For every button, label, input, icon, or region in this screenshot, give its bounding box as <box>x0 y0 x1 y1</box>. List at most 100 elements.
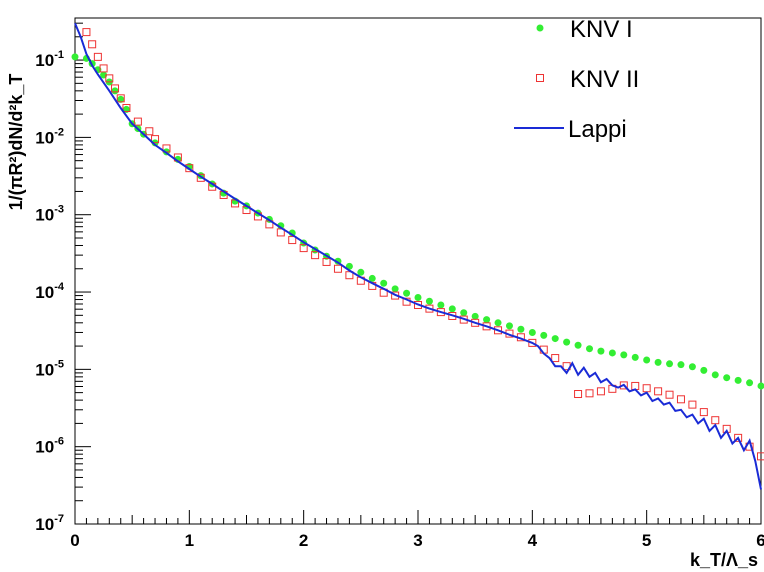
data-point-knv-ii <box>93 52 102 61</box>
data-point-knv-ii <box>276 228 285 237</box>
y-tick-label: 10-5 <box>35 358 64 379</box>
data-point-knv-ii <box>585 389 594 398</box>
data-point-knv-i <box>620 351 628 359</box>
series-line-lappi <box>74 22 762 490</box>
data-point-knv-i <box>563 338 571 346</box>
data-point-knv-i <box>643 356 651 364</box>
x-tick-label: 1 <box>185 531 194 550</box>
data-point-knv-ii <box>151 135 160 144</box>
data-point-knv-ii <box>482 322 491 331</box>
x-tick-label: 0 <box>70 531 79 550</box>
y-tick-label: 10-4 <box>35 281 65 302</box>
data-point-knv-i <box>666 360 674 368</box>
data-point-knv-i <box>71 53 79 61</box>
data-point-knv-ii <box>699 408 708 417</box>
series-lappi <box>74 22 762 490</box>
y-tick-label: 10-7 <box>35 513 64 534</box>
x-tick-label: 6 <box>756 531 764 550</box>
data-point-knv-ii <box>82 28 91 37</box>
data-point-knv-i <box>734 376 742 384</box>
data-point-knv-ii <box>676 395 685 404</box>
x-axis: 0 1 2 3 4 5 6 <box>70 510 764 550</box>
legend-marker-square <box>536 74 544 82</box>
data-point-knv-ii <box>333 264 342 273</box>
data-point-knv-ii <box>133 117 142 126</box>
y-tick-label: 10-1 <box>35 49 64 70</box>
data-point-knv-ii <box>665 390 674 399</box>
data-point-knv-i <box>357 268 365 276</box>
data-point-knv-i <box>517 325 525 333</box>
data-point-knv-ii <box>494 326 503 335</box>
x-tick-label: 2 <box>299 531 308 550</box>
series-layer <box>71 22 764 490</box>
series-knv-ii <box>82 28 764 461</box>
data-point-knv-i <box>391 285 399 293</box>
series-knv-i <box>71 53 764 390</box>
x-tick-label: 4 <box>528 531 538 550</box>
data-point-knv-i <box>608 349 616 357</box>
data-point-knv-ii <box>711 416 720 425</box>
data-point-knv-i <box>757 382 764 390</box>
data-point-knv-ii <box>311 251 320 260</box>
data-point-knv-ii <box>322 257 331 266</box>
plot-frame <box>74 17 762 525</box>
data-point-knv-i <box>437 301 445 309</box>
data-point-knv-ii <box>288 236 297 245</box>
data-point-knv-ii <box>116 94 125 103</box>
legend-label: KNV II <box>570 66 639 93</box>
data-point-knv-i <box>111 87 119 95</box>
x-tick-label: 5 <box>642 531 651 550</box>
data-point-knv-i <box>471 312 479 320</box>
data-point-knv-ii <box>145 127 154 136</box>
data-point-knv-i <box>711 371 719 379</box>
data-point-knv-ii <box>471 318 480 327</box>
data-point-knv-ii <box>345 271 354 280</box>
data-point-knv-i <box>403 289 411 297</box>
data-point-knv-i <box>368 274 376 282</box>
data-point-knv-i <box>414 293 422 301</box>
y-tick-label: 10-3 <box>35 204 64 225</box>
x-tick-label: 3 <box>413 531 422 550</box>
data-point-knv-ii <box>528 338 537 347</box>
data-point-knv-ii <box>111 84 120 93</box>
data-point-knv-i <box>677 361 685 369</box>
data-point-knv-ii <box>619 381 628 390</box>
data-point-knv-ii <box>642 384 651 393</box>
data-point-knv-i <box>460 309 468 317</box>
data-point-knv-i <box>551 335 559 343</box>
legend: KNV I KNV II Lappi <box>514 16 639 143</box>
data-point-knv-ii <box>299 244 308 253</box>
data-point-knv-ii <box>654 387 663 396</box>
data-point-knv-i <box>586 345 593 353</box>
data-point-knv-i <box>483 316 491 324</box>
data-point-knv-ii <box>185 164 194 173</box>
data-point-knv-i <box>494 319 502 327</box>
data-point-knv-i <box>654 358 662 366</box>
data-point-knv-ii <box>122 103 131 112</box>
data-point-knv-i <box>505 322 513 330</box>
data-point-knv-ii <box>88 40 97 49</box>
data-point-knv-ii <box>757 452 764 461</box>
data-point-knv-i <box>688 363 696 371</box>
data-point-knv-i <box>597 347 605 355</box>
data-point-knv-i <box>700 366 708 374</box>
data-point-knv-i <box>631 353 639 361</box>
legend-item: KNV II <box>536 66 639 93</box>
data-point-knv-i <box>528 328 536 336</box>
data-point-knv-ii <box>551 354 560 363</box>
legend-marker-circle <box>536 24 544 32</box>
x-axis-title: k_T/Λ_s <box>690 550 758 570</box>
data-point-knv-i <box>723 374 731 382</box>
data-point-knv-ii <box>574 390 583 399</box>
y-axis-title: 1/(πR²)dN/d²k_T <box>6 74 26 211</box>
data-point-knv-i <box>448 305 456 313</box>
data-point-knv-ii <box>99 64 108 73</box>
data-point-knv-i <box>380 279 388 287</box>
y-axis: 10-1 10-2 10-3 10-4 10-5 10-6 10-7 <box>35 22 91 534</box>
data-point-knv-i <box>574 341 582 349</box>
data-point-knv-ii <box>596 387 605 396</box>
data-point-knv-i <box>540 331 548 339</box>
y-tick-label: 10-2 <box>35 126 64 147</box>
data-point-knv-i <box>425 297 433 305</box>
